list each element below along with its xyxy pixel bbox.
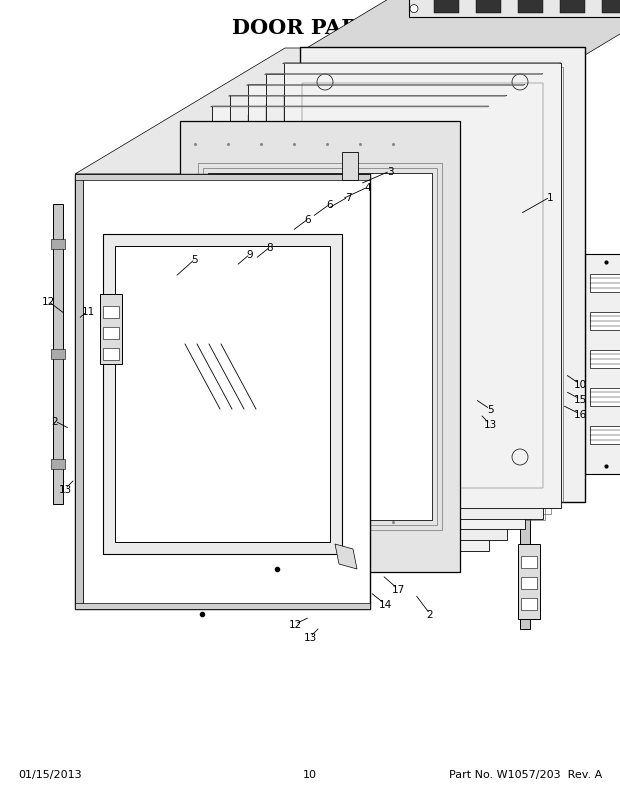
Polygon shape — [115, 247, 330, 542]
Text: DOOR PARTS: DOOR PARTS — [231, 18, 389, 38]
Polygon shape — [229, 96, 507, 97]
Polygon shape — [330, 88, 545, 463]
Text: 13: 13 — [58, 484, 72, 494]
Polygon shape — [75, 49, 580, 175]
Text: 3: 3 — [387, 167, 393, 176]
Polygon shape — [284, 63, 561, 508]
Bar — [521, 577, 537, 589]
Polygon shape — [602, 0, 620, 14]
Bar — [51, 460, 65, 469]
Text: Part No. W1057/203  Rev. A: Part No. W1057/203 Rev. A — [449, 769, 602, 779]
Text: eReplacementParts.com: eReplacementParts.com — [234, 433, 386, 446]
Text: 12: 12 — [288, 619, 301, 630]
Text: 11: 11 — [81, 306, 95, 317]
Text: 13: 13 — [303, 632, 317, 642]
Bar — [342, 153, 358, 180]
Text: 6: 6 — [327, 200, 334, 210]
Bar — [100, 294, 122, 365]
Bar — [521, 557, 537, 569]
Polygon shape — [247, 85, 525, 86]
Text: 6: 6 — [304, 215, 311, 225]
Polygon shape — [180, 122, 460, 573]
Circle shape — [410, 6, 418, 14]
Bar — [51, 350, 65, 359]
Text: 01/15/2013: 01/15/2013 — [18, 769, 82, 779]
Polygon shape — [212, 107, 489, 551]
Polygon shape — [75, 175, 83, 610]
Text: 13: 13 — [484, 419, 497, 429]
Bar — [585, 255, 620, 475]
Polygon shape — [283, 63, 561, 65]
Bar — [590, 427, 620, 444]
Bar — [103, 349, 119, 361]
Bar — [53, 205, 63, 504]
Bar — [590, 388, 620, 407]
Text: 1: 1 — [547, 192, 553, 203]
Text: 2: 2 — [51, 416, 58, 427]
Text: 14: 14 — [378, 599, 392, 610]
Text: 10: 10 — [303, 769, 317, 779]
Bar — [103, 306, 119, 318]
Polygon shape — [75, 175, 370, 180]
Text: 7: 7 — [345, 192, 352, 203]
Text: 10: 10 — [574, 379, 587, 390]
Polygon shape — [205, 0, 620, 110]
Bar — [590, 350, 620, 369]
Polygon shape — [208, 174, 432, 520]
Bar — [520, 444, 530, 630]
Text: 12: 12 — [42, 297, 55, 306]
Polygon shape — [230, 96, 507, 541]
Bar — [590, 313, 620, 330]
Polygon shape — [409, 0, 620, 18]
Text: 9: 9 — [247, 249, 254, 260]
Text: 2: 2 — [427, 610, 433, 619]
Bar — [518, 545, 540, 619]
Polygon shape — [75, 603, 370, 610]
Text: 16: 16 — [574, 410, 587, 419]
Polygon shape — [476, 0, 501, 14]
Text: 8: 8 — [267, 243, 273, 253]
Polygon shape — [335, 545, 357, 569]
Bar — [590, 274, 620, 293]
Text: 5: 5 — [487, 404, 494, 415]
Bar — [103, 327, 119, 339]
Text: 4: 4 — [365, 183, 371, 192]
Text: 15: 15 — [574, 395, 587, 404]
Text: 5: 5 — [192, 255, 198, 265]
Polygon shape — [434, 0, 459, 14]
Text: 17: 17 — [391, 585, 405, 594]
Bar — [51, 240, 65, 249]
Polygon shape — [266, 75, 543, 519]
Polygon shape — [103, 235, 342, 554]
Polygon shape — [248, 85, 525, 530]
Bar — [521, 598, 537, 610]
Polygon shape — [75, 175, 370, 610]
Polygon shape — [300, 48, 585, 502]
Polygon shape — [518, 0, 543, 14]
Polygon shape — [560, 0, 585, 14]
